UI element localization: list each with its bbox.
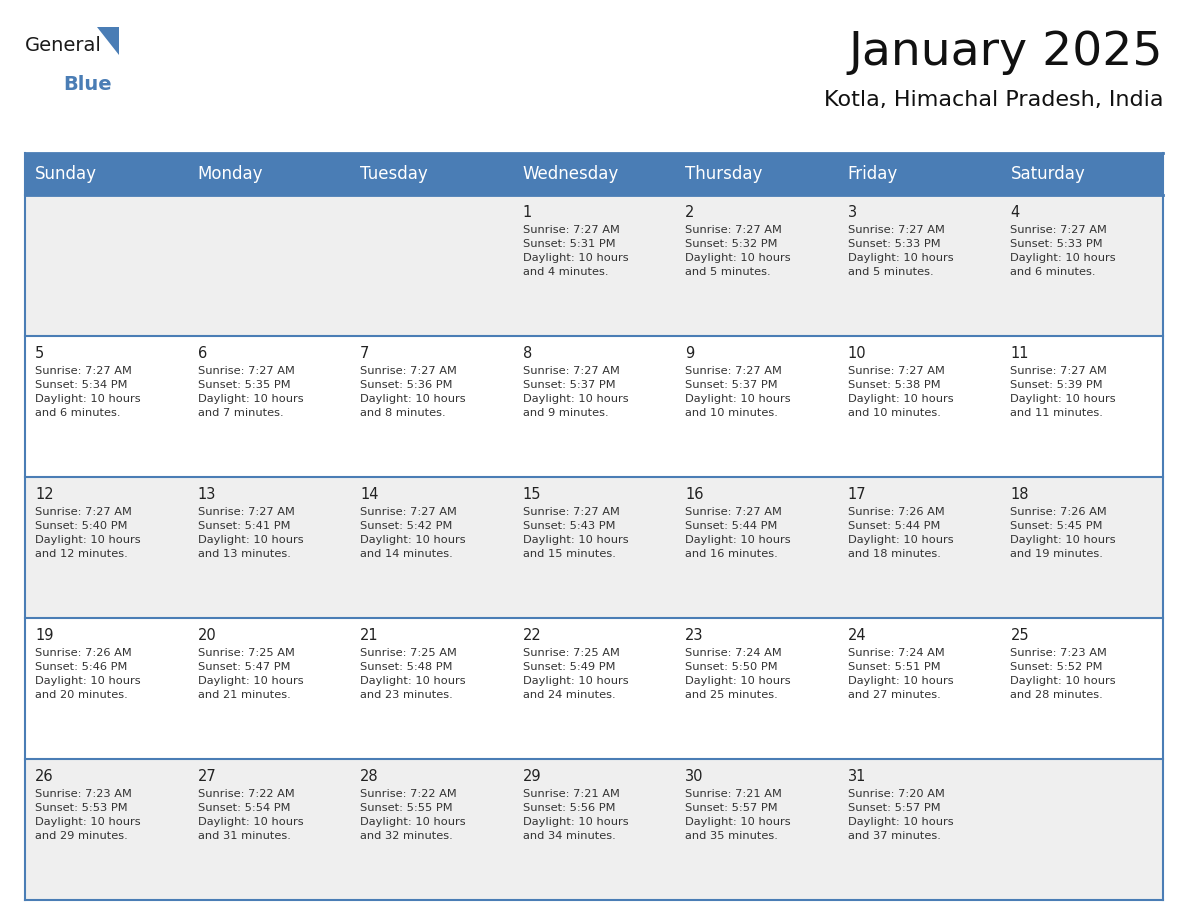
Text: 14: 14 bbox=[360, 487, 379, 502]
Bar bbox=[25, 336, 1163, 477]
Text: 30: 30 bbox=[685, 769, 703, 784]
Text: 2: 2 bbox=[685, 205, 695, 220]
Text: 26: 26 bbox=[34, 769, 53, 784]
Text: Sunrise: 7:20 AM
Sunset: 5:57 PM
Daylight: 10 hours
and 37 minutes.: Sunrise: 7:20 AM Sunset: 5:57 PM Dayligh… bbox=[848, 789, 954, 841]
Text: 28: 28 bbox=[360, 769, 379, 784]
Bar bbox=[350, 153, 513, 195]
Text: 19: 19 bbox=[34, 628, 53, 643]
Text: Sunrise: 7:27 AM
Sunset: 5:35 PM
Daylight: 10 hours
and 7 minutes.: Sunrise: 7:27 AM Sunset: 5:35 PM Dayligh… bbox=[197, 366, 303, 418]
Text: Sunrise: 7:25 AM
Sunset: 5:48 PM
Daylight: 10 hours
and 23 minutes.: Sunrise: 7:25 AM Sunset: 5:48 PM Dayligh… bbox=[360, 648, 466, 700]
Text: Sunrise: 7:27 AM
Sunset: 5:37 PM
Daylight: 10 hours
and 10 minutes.: Sunrise: 7:27 AM Sunset: 5:37 PM Dayligh… bbox=[685, 366, 791, 418]
Bar bbox=[838, 153, 1000, 195]
Text: 29: 29 bbox=[523, 769, 542, 784]
Text: 5: 5 bbox=[34, 346, 44, 361]
Text: Monday: Monday bbox=[197, 165, 263, 183]
Bar bbox=[1000, 153, 1163, 195]
Bar bbox=[513, 153, 675, 195]
Text: Sunrise: 7:26 AM
Sunset: 5:45 PM
Daylight: 10 hours
and 19 minutes.: Sunrise: 7:26 AM Sunset: 5:45 PM Dayligh… bbox=[1011, 507, 1116, 559]
Text: 21: 21 bbox=[360, 628, 379, 643]
Text: 31: 31 bbox=[848, 769, 866, 784]
Text: 3: 3 bbox=[848, 205, 857, 220]
Bar bbox=[25, 195, 1163, 336]
Text: Sunrise: 7:26 AM
Sunset: 5:44 PM
Daylight: 10 hours
and 18 minutes.: Sunrise: 7:26 AM Sunset: 5:44 PM Dayligh… bbox=[848, 507, 954, 559]
Text: Sunrise: 7:22 AM
Sunset: 5:54 PM
Daylight: 10 hours
and 31 minutes.: Sunrise: 7:22 AM Sunset: 5:54 PM Dayligh… bbox=[197, 789, 303, 841]
Text: 6: 6 bbox=[197, 346, 207, 361]
Text: Sunrise: 7:27 AM
Sunset: 5:42 PM
Daylight: 10 hours
and 14 minutes.: Sunrise: 7:27 AM Sunset: 5:42 PM Dayligh… bbox=[360, 507, 466, 559]
Text: Sunday: Sunday bbox=[34, 165, 97, 183]
Bar bbox=[188, 153, 350, 195]
Text: Sunrise: 7:24 AM
Sunset: 5:50 PM
Daylight: 10 hours
and 25 minutes.: Sunrise: 7:24 AM Sunset: 5:50 PM Dayligh… bbox=[685, 648, 791, 700]
Text: Kotla, Himachal Pradesh, India: Kotla, Himachal Pradesh, India bbox=[823, 90, 1163, 110]
Text: Thursday: Thursday bbox=[685, 165, 763, 183]
Bar bbox=[25, 153, 188, 195]
Polygon shape bbox=[97, 27, 119, 55]
Text: January 2025: January 2025 bbox=[848, 30, 1163, 75]
Text: Sunrise: 7:22 AM
Sunset: 5:55 PM
Daylight: 10 hours
and 32 minutes.: Sunrise: 7:22 AM Sunset: 5:55 PM Dayligh… bbox=[360, 789, 466, 841]
Text: Sunrise: 7:27 AM
Sunset: 5:33 PM
Daylight: 10 hours
and 5 minutes.: Sunrise: 7:27 AM Sunset: 5:33 PM Dayligh… bbox=[848, 225, 954, 277]
Bar bbox=[25, 477, 1163, 618]
Text: Sunrise: 7:27 AM
Sunset: 5:31 PM
Daylight: 10 hours
and 4 minutes.: Sunrise: 7:27 AM Sunset: 5:31 PM Dayligh… bbox=[523, 225, 628, 277]
Text: Sunrise: 7:27 AM
Sunset: 5:44 PM
Daylight: 10 hours
and 16 minutes.: Sunrise: 7:27 AM Sunset: 5:44 PM Dayligh… bbox=[685, 507, 791, 559]
Text: 7: 7 bbox=[360, 346, 369, 361]
Text: 25: 25 bbox=[1011, 628, 1029, 643]
Text: Sunrise: 7:27 AM
Sunset: 5:39 PM
Daylight: 10 hours
and 11 minutes.: Sunrise: 7:27 AM Sunset: 5:39 PM Dayligh… bbox=[1011, 366, 1116, 418]
Bar bbox=[675, 153, 838, 195]
Text: Sunrise: 7:27 AM
Sunset: 5:37 PM
Daylight: 10 hours
and 9 minutes.: Sunrise: 7:27 AM Sunset: 5:37 PM Dayligh… bbox=[523, 366, 628, 418]
Text: 18: 18 bbox=[1011, 487, 1029, 502]
Text: Sunrise: 7:21 AM
Sunset: 5:56 PM
Daylight: 10 hours
and 34 minutes.: Sunrise: 7:21 AM Sunset: 5:56 PM Dayligh… bbox=[523, 789, 628, 841]
Text: 13: 13 bbox=[197, 487, 216, 502]
Text: Sunrise: 7:27 AM
Sunset: 5:33 PM
Daylight: 10 hours
and 6 minutes.: Sunrise: 7:27 AM Sunset: 5:33 PM Dayligh… bbox=[1011, 225, 1116, 277]
Text: Sunrise: 7:27 AM
Sunset: 5:40 PM
Daylight: 10 hours
and 12 minutes.: Sunrise: 7:27 AM Sunset: 5:40 PM Dayligh… bbox=[34, 507, 140, 559]
Text: Sunrise: 7:27 AM
Sunset: 5:43 PM
Daylight: 10 hours
and 15 minutes.: Sunrise: 7:27 AM Sunset: 5:43 PM Dayligh… bbox=[523, 507, 628, 559]
Text: 1: 1 bbox=[523, 205, 532, 220]
Text: Sunrise: 7:25 AM
Sunset: 5:49 PM
Daylight: 10 hours
and 24 minutes.: Sunrise: 7:25 AM Sunset: 5:49 PM Dayligh… bbox=[523, 648, 628, 700]
Text: Sunrise: 7:27 AM
Sunset: 5:34 PM
Daylight: 10 hours
and 6 minutes.: Sunrise: 7:27 AM Sunset: 5:34 PM Dayligh… bbox=[34, 366, 140, 418]
Text: Sunrise: 7:27 AM
Sunset: 5:36 PM
Daylight: 10 hours
and 8 minutes.: Sunrise: 7:27 AM Sunset: 5:36 PM Dayligh… bbox=[360, 366, 466, 418]
Text: 12: 12 bbox=[34, 487, 53, 502]
Text: Sunrise: 7:23 AM
Sunset: 5:52 PM
Daylight: 10 hours
and 28 minutes.: Sunrise: 7:23 AM Sunset: 5:52 PM Dayligh… bbox=[1011, 648, 1116, 700]
Bar bbox=[25, 759, 1163, 900]
Text: Sunrise: 7:23 AM
Sunset: 5:53 PM
Daylight: 10 hours
and 29 minutes.: Sunrise: 7:23 AM Sunset: 5:53 PM Dayligh… bbox=[34, 789, 140, 841]
Text: 4: 4 bbox=[1011, 205, 1019, 220]
Text: 16: 16 bbox=[685, 487, 703, 502]
Text: Sunrise: 7:21 AM
Sunset: 5:57 PM
Daylight: 10 hours
and 35 minutes.: Sunrise: 7:21 AM Sunset: 5:57 PM Dayligh… bbox=[685, 789, 791, 841]
Text: 8: 8 bbox=[523, 346, 532, 361]
Text: 23: 23 bbox=[685, 628, 703, 643]
Text: 22: 22 bbox=[523, 628, 542, 643]
Text: Sunrise: 7:26 AM
Sunset: 5:46 PM
Daylight: 10 hours
and 20 minutes.: Sunrise: 7:26 AM Sunset: 5:46 PM Dayligh… bbox=[34, 648, 140, 700]
Text: Wednesday: Wednesday bbox=[523, 165, 619, 183]
Text: Blue: Blue bbox=[63, 75, 112, 94]
Text: 17: 17 bbox=[848, 487, 866, 502]
Text: 11: 11 bbox=[1011, 346, 1029, 361]
Text: 27: 27 bbox=[197, 769, 216, 784]
Text: Friday: Friday bbox=[848, 165, 898, 183]
Text: 24: 24 bbox=[848, 628, 866, 643]
Text: 20: 20 bbox=[197, 628, 216, 643]
Text: 9: 9 bbox=[685, 346, 695, 361]
Text: Saturday: Saturday bbox=[1011, 165, 1085, 183]
Text: Sunrise: 7:24 AM
Sunset: 5:51 PM
Daylight: 10 hours
and 27 minutes.: Sunrise: 7:24 AM Sunset: 5:51 PM Dayligh… bbox=[848, 648, 954, 700]
Bar bbox=[25, 618, 1163, 759]
Text: Tuesday: Tuesday bbox=[360, 165, 428, 183]
Text: Sunrise: 7:25 AM
Sunset: 5:47 PM
Daylight: 10 hours
and 21 minutes.: Sunrise: 7:25 AM Sunset: 5:47 PM Dayligh… bbox=[197, 648, 303, 700]
Text: 10: 10 bbox=[848, 346, 866, 361]
Text: 15: 15 bbox=[523, 487, 542, 502]
Text: Sunrise: 7:27 AM
Sunset: 5:41 PM
Daylight: 10 hours
and 13 minutes.: Sunrise: 7:27 AM Sunset: 5:41 PM Dayligh… bbox=[197, 507, 303, 559]
Text: Sunrise: 7:27 AM
Sunset: 5:32 PM
Daylight: 10 hours
and 5 minutes.: Sunrise: 7:27 AM Sunset: 5:32 PM Dayligh… bbox=[685, 225, 791, 277]
Text: Sunrise: 7:27 AM
Sunset: 5:38 PM
Daylight: 10 hours
and 10 minutes.: Sunrise: 7:27 AM Sunset: 5:38 PM Dayligh… bbox=[848, 366, 954, 418]
Text: General: General bbox=[25, 36, 102, 55]
